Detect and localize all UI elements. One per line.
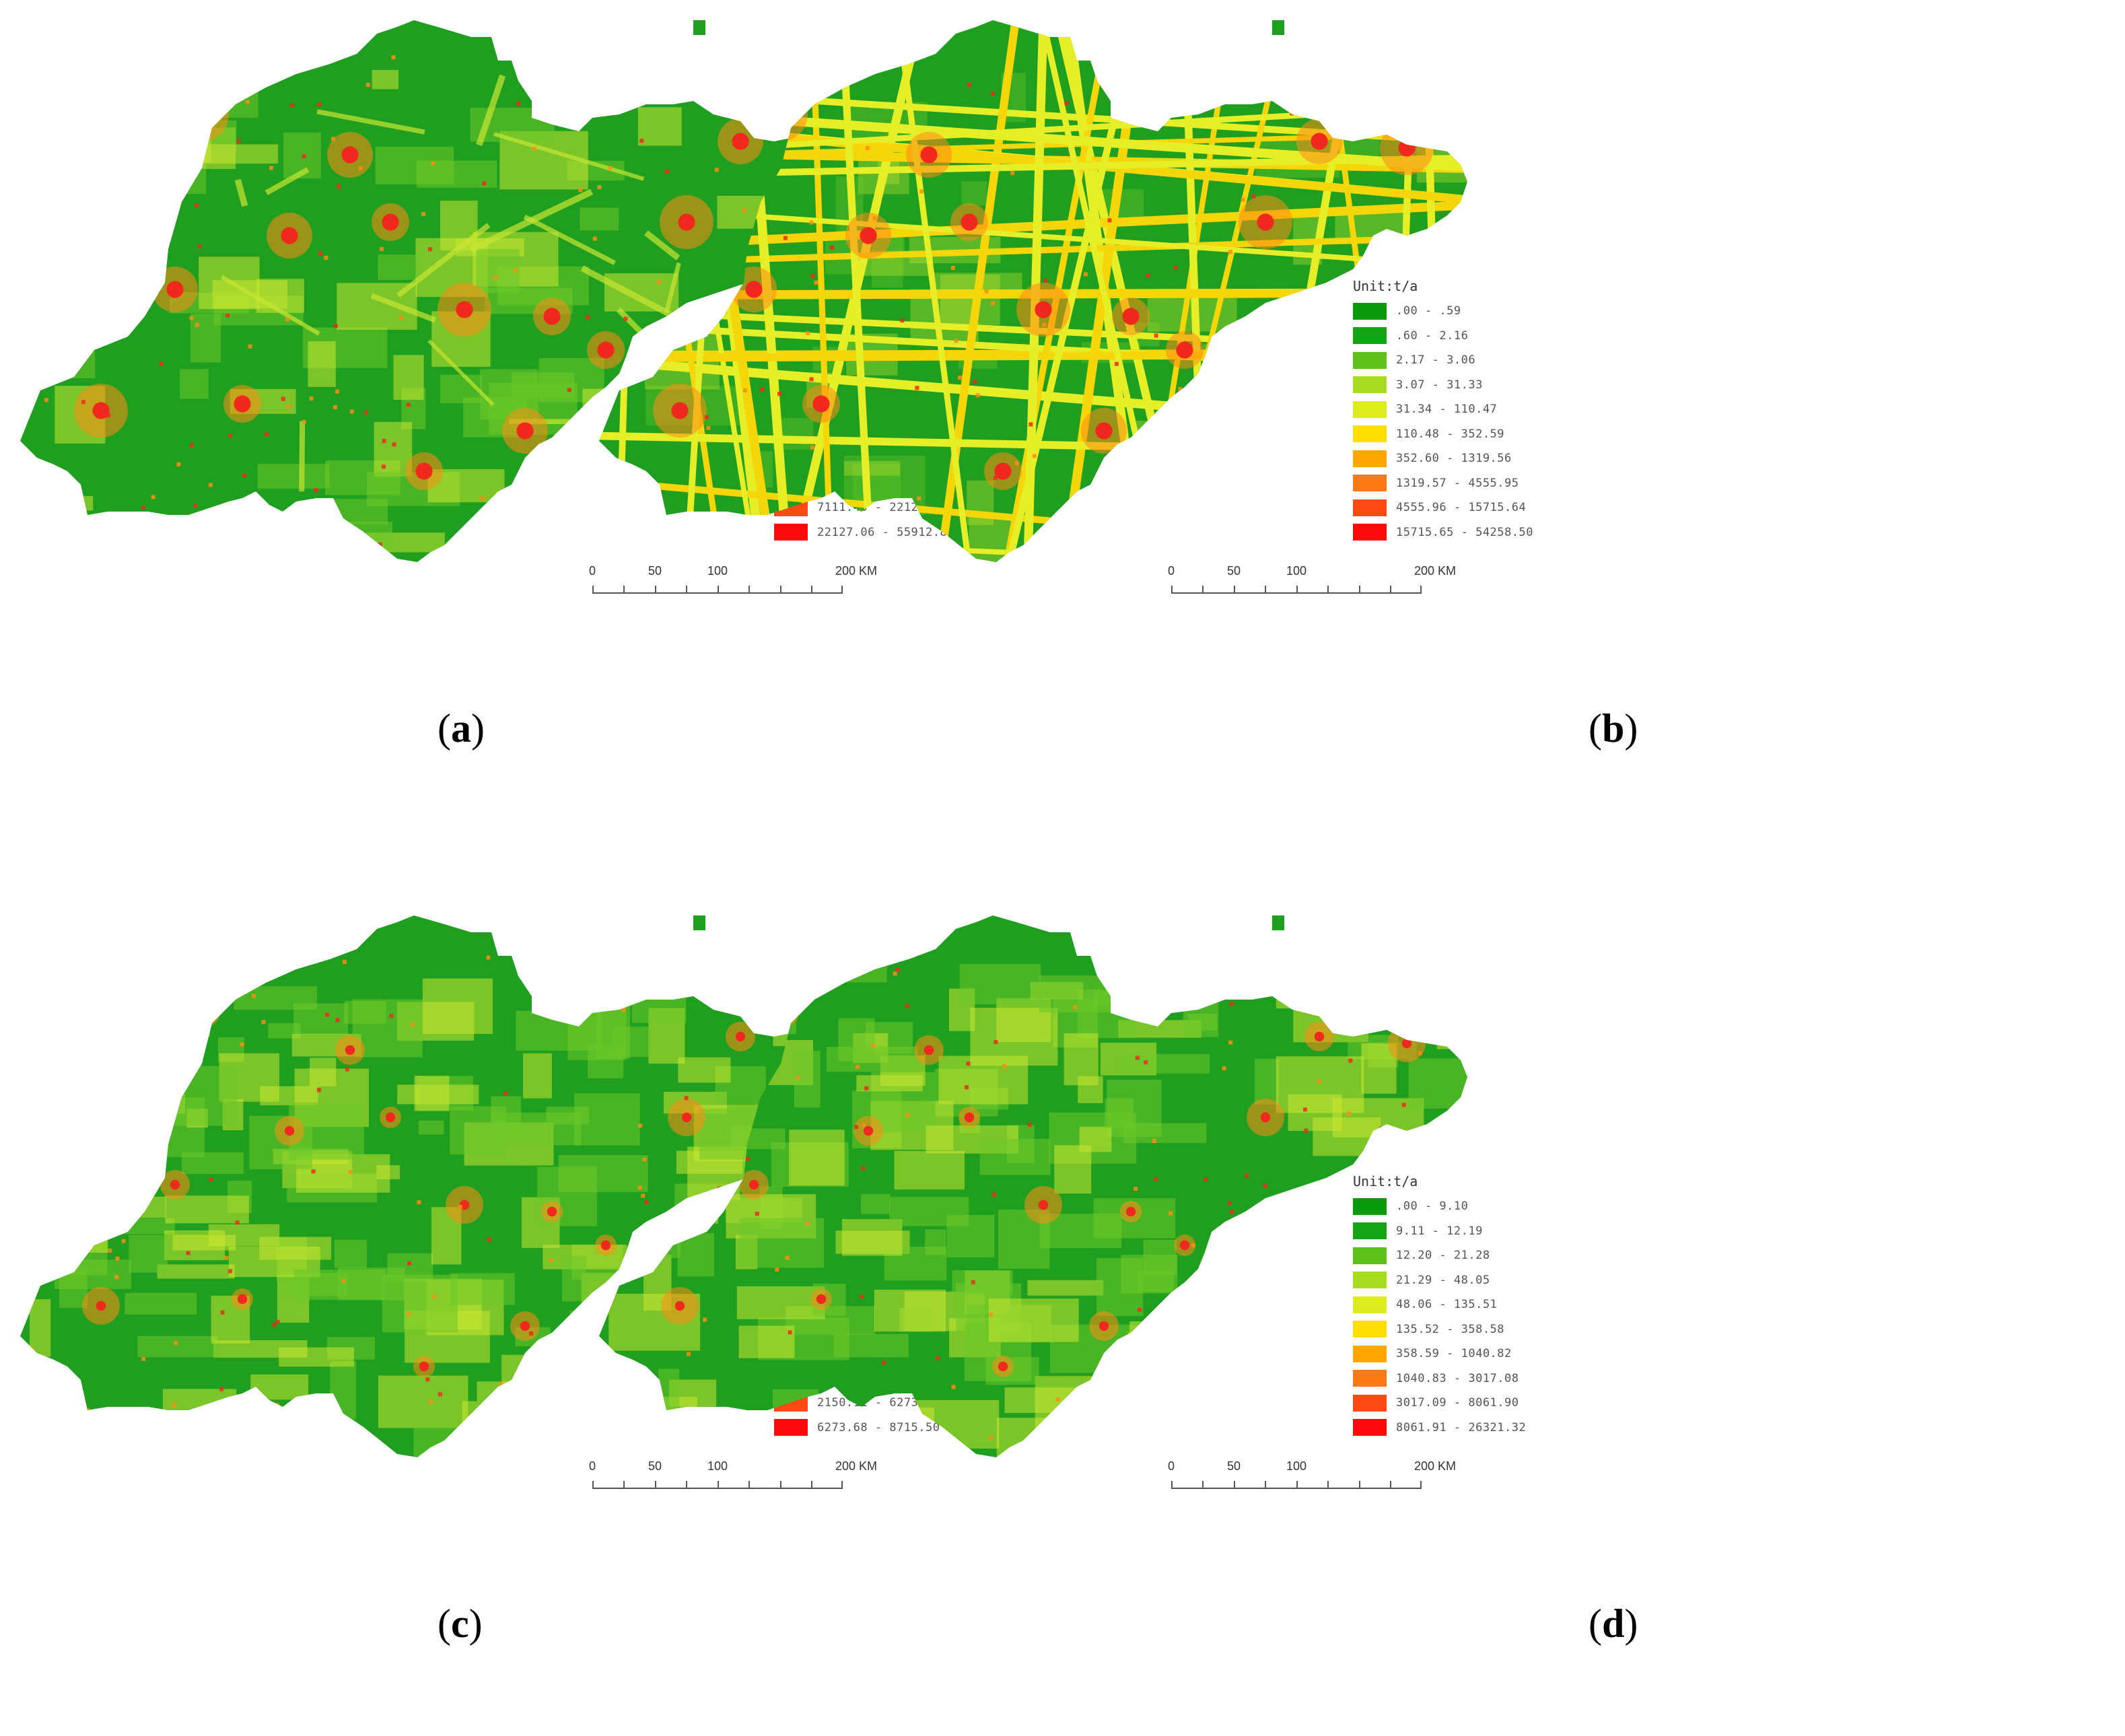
legend-range-label: 9.11 - 12.19 — [1396, 1224, 1483, 1238]
legend-item: .00 - .59 — [1353, 299, 1548, 324]
legend-item: 9.11 - 12.19 — [1353, 1219, 1548, 1244]
legend-range-label: 48.06 - 135.51 — [1396, 1298, 1497, 1311]
legend-item: 2.17 - 3.06 — [1353, 348, 1548, 373]
legend-swatch — [1353, 1346, 1387, 1362]
legend-item: .00 - 9.10 — [1353, 1194, 1548, 1219]
map-panel-b: Unit:t/a .00 - .59 .60 - 2.16 2.17 - 3.06 3… — [579, 0, 1641, 841]
panel-caption: (a) — [438, 705, 485, 752]
legend-item: 3017.09 - 8061.90 — [1353, 1391, 1548, 1416]
legend-item: 1040.83 - 3017.08 — [1353, 1366, 1548, 1391]
legend-item: 3.07 - 31.33 — [1353, 373, 1548, 398]
scale-label-0: 0 — [1168, 1459, 1175, 1473]
scale-label-200: 200 KM — [1414, 1459, 1456, 1473]
legend-range-label: .60 - 2.16 — [1396, 329, 1468, 343]
scale-label-50: 50 — [1227, 564, 1241, 578]
scale-line — [1171, 1488, 1422, 1489]
legend-range-label: 1319.57 - 4555.95 — [1396, 477, 1519, 490]
legend-swatch — [1353, 303, 1387, 320]
panel-caption: (d) — [1589, 1601, 1638, 1647]
legend: Unit:t/a .00 - 9.10 9.11 - 12.19 12.20 - 2… — [1353, 1171, 1548, 1440]
legend-swatch — [1353, 1321, 1387, 1338]
legend-range-label: .00 - 9.10 — [1396, 1200, 1468, 1213]
scale-label-200: 200 KM — [1414, 564, 1456, 578]
panel-caption: (b) — [1589, 705, 1638, 752]
legend-title: Unit:t/a — [1353, 1171, 1548, 1194]
legend-item: 1319.57 - 4555.95 — [1353, 471, 1548, 496]
legend-title: Unit:t/a — [1353, 276, 1548, 299]
legend-range-label: 31.34 - 110.47 — [1396, 403, 1497, 416]
legend-range-label: 3017.09 - 8061.90 — [1396, 1396, 1519, 1410]
legend-swatch — [1353, 1222, 1387, 1239]
legend-item: 8061.91 - 26321.32 — [1353, 1416, 1548, 1440]
scale-label-50: 50 — [1227, 1459, 1241, 1473]
legend-swatch — [1353, 450, 1387, 467]
legend-range-label: 21.29 - 48.05 — [1396, 1274, 1490, 1287]
legend-item: 15715.65 - 54258.50 — [1353, 520, 1548, 545]
scale-label-100: 100 — [1286, 1459, 1307, 1473]
legend: Unit:t/a .00 - .59 .60 - 2.16 2.17 - 3.06 3… — [1353, 276, 1548, 545]
scale-bar: 0 50 100 200 KM — [1171, 564, 1440, 604]
legend-range-label: .00 - .59 — [1396, 304, 1461, 318]
legend-rows: .00 - .59 .60 - 2.16 2.17 - 3.06 3.07 - 31.… — [1353, 299, 1548, 545]
legend-range-label: 110.48 - 352.59 — [1396, 427, 1504, 441]
legend-swatch — [1353, 401, 1387, 418]
legend-range-label: 8061.91 - 26321.32 — [1396, 1421, 1526, 1434]
legend-swatch — [1353, 1198, 1387, 1215]
legend-item: 48.06 - 135.51 — [1353, 1292, 1548, 1317]
legend-swatch — [1353, 1296, 1387, 1313]
legend-swatch — [1353, 499, 1387, 516]
legend-swatch — [1353, 524, 1387, 541]
legend-rows: .00 - 9.10 9.11 - 12.19 12.20 - 21.28 21.29… — [1353, 1194, 1548, 1440]
legend-swatch — [1353, 425, 1387, 442]
legend-item: 4555.96 - 15715.64 — [1353, 495, 1548, 520]
legend-item: 352.60 - 1319.56 — [1353, 446, 1548, 471]
legend-item: 31.34 - 110.47 — [1353, 397, 1548, 422]
legend-item: 12.20 - 21.28 — [1353, 1243, 1548, 1268]
legend-item: .60 - 2.16 — [1353, 324, 1548, 349]
scale-label-0: 0 — [1168, 564, 1175, 578]
legend-swatch — [1353, 327, 1387, 344]
legend-swatch — [1353, 1272, 1387, 1288]
map-panel-d: Unit:t/a .00 - 9.10 9.11 - 12.19 12.20 - 2… — [579, 895, 1641, 1736]
legend-range-label: 12.20 - 21.28 — [1396, 1249, 1490, 1262]
island — [1272, 915, 1284, 930]
legend-item: 110.48 - 352.59 — [1353, 422, 1548, 447]
legend-swatch — [1353, 352, 1387, 369]
legend-swatch — [1353, 1419, 1387, 1436]
legend-range-label: 4555.96 - 15715.64 — [1396, 501, 1526, 514]
legend-item: 21.29 - 48.05 — [1353, 1268, 1548, 1293]
legend-swatch — [1353, 376, 1387, 393]
legend-item: 135.52 - 358.58 — [1353, 1317, 1548, 1342]
legend-range-label: 3.07 - 31.33 — [1396, 378, 1483, 392]
legend-swatch — [1353, 1370, 1387, 1387]
legend-range-label: 2.17 - 3.06 — [1396, 353, 1475, 367]
legend-item: 358.59 - 1040.82 — [1353, 1342, 1548, 1366]
scale-label-100: 100 — [1286, 564, 1307, 578]
legend-range-label: 135.52 - 358.58 — [1396, 1323, 1504, 1336]
legend-range-label: 352.60 - 1319.56 — [1396, 452, 1512, 465]
panel-caption: (c) — [438, 1601, 483, 1647]
scale-line — [1171, 592, 1422, 594]
legend-swatch — [1353, 1395, 1387, 1412]
legend-range-label: 358.59 - 1040.82 — [1396, 1347, 1512, 1360]
island — [1272, 20, 1284, 35]
legend-swatch — [1353, 1247, 1387, 1264]
legend-range-label: 15715.65 - 54258.50 — [1396, 526, 1533, 539]
legend-swatch — [1353, 475, 1387, 491]
scale-bar: 0 50 100 200 KM — [1171, 1459, 1440, 1500]
legend-range-label: 1040.83 - 3017.08 — [1396, 1372, 1519, 1385]
